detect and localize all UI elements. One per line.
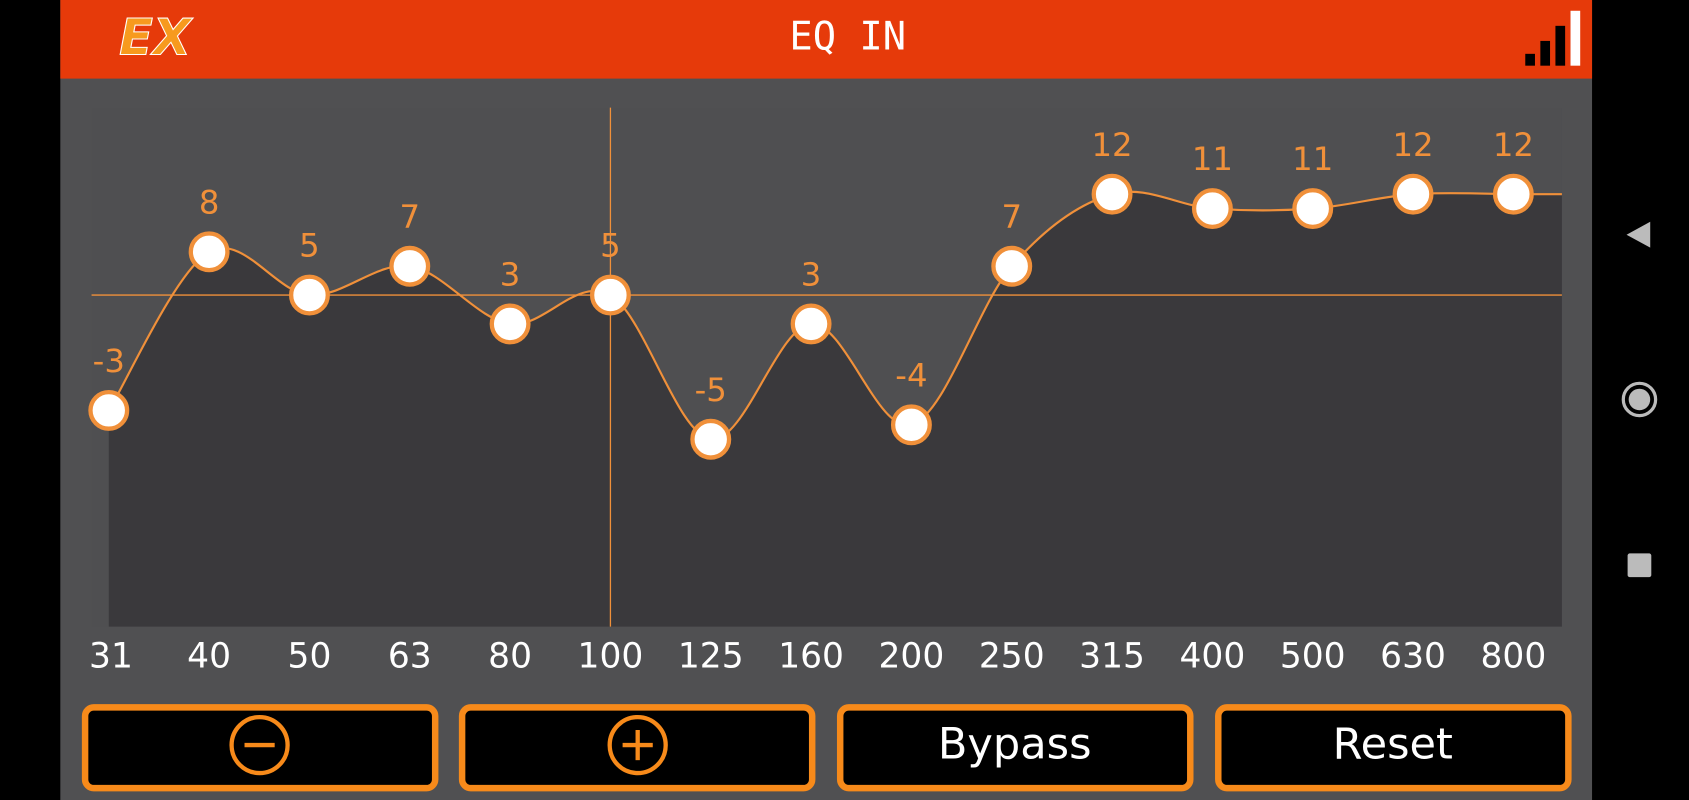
eq-chart[interactable]: -3 31 8 40 5 50 7 63 3 80 5 100 -5 125 3 160 -4 200 7 250 12… bbox=[88, 107, 1562, 677]
value-label: 7 bbox=[399, 198, 420, 236]
curve-area bbox=[108, 191, 1562, 627]
category-label: 315 bbox=[1079, 636, 1145, 676]
value-label: 8 bbox=[199, 183, 220, 221]
category-label: 250 bbox=[979, 636, 1045, 676]
value-label: 3 bbox=[500, 256, 521, 294]
value-label: 3 bbox=[801, 256, 822, 294]
eq-point[interactable] bbox=[489, 303, 531, 345]
category-label: 63 bbox=[388, 636, 432, 676]
nav-back[interactable] bbox=[1626, 221, 1651, 248]
value-label: 12 bbox=[1392, 126, 1433, 164]
logo[interactable]: EX bbox=[119, 8, 195, 67]
signal-icon bbox=[1525, 10, 1581, 66]
minus-button[interactable] bbox=[81, 704, 439, 792]
button-label: Reset bbox=[1333, 720, 1453, 770]
value-label: 12 bbox=[1493, 126, 1534, 164]
category-label: 400 bbox=[1180, 636, 1246, 676]
eq-point[interactable] bbox=[389, 245, 431, 287]
eq-point[interactable] bbox=[1091, 173, 1133, 215]
eq-point[interactable] bbox=[589, 274, 631, 316]
value-label: -4 bbox=[895, 356, 927, 394]
category-label: 125 bbox=[678, 636, 744, 676]
category-label: 80 bbox=[488, 636, 532, 676]
plus-button[interactable] bbox=[458, 704, 816, 792]
category-label: 630 bbox=[1380, 636, 1446, 676]
value-label: -3 bbox=[93, 342, 125, 380]
eq-point[interactable] bbox=[991, 245, 1033, 287]
value-label: 5 bbox=[299, 227, 320, 265]
nav-home[interactable] bbox=[1621, 381, 1658, 418]
category-label: 160 bbox=[778, 636, 844, 676]
category-label: 40 bbox=[187, 636, 231, 676]
eq-point[interactable] bbox=[790, 303, 832, 345]
reset-button[interactable]: Reset bbox=[1215, 704, 1572, 792]
button-label: Bypass bbox=[938, 720, 1092, 770]
category-label: 500 bbox=[1280, 636, 1346, 676]
nav-recents[interactable] bbox=[1627, 553, 1652, 578]
bypass-button[interactable]: Bypass bbox=[836, 704, 1194, 792]
eq-point[interactable] bbox=[88, 389, 130, 431]
category-label: 100 bbox=[578, 636, 644, 676]
eq-point[interactable] bbox=[1492, 173, 1534, 215]
category-label: 31 bbox=[89, 636, 133, 676]
value-label: 12 bbox=[1092, 126, 1133, 164]
category-label: 800 bbox=[1480, 636, 1546, 676]
value-label: 7 bbox=[1001, 198, 1022, 236]
value-label: 11 bbox=[1292, 140, 1333, 178]
value-label: 5 bbox=[600, 227, 621, 265]
eq-point[interactable] bbox=[1292, 188, 1334, 230]
eq-point[interactable] bbox=[690, 418, 732, 460]
value-label: 11 bbox=[1192, 140, 1233, 178]
header-title: EQ IN bbox=[789, 14, 906, 59]
eq-point[interactable] bbox=[288, 274, 330, 316]
value-label: -5 bbox=[695, 371, 727, 409]
category-label: 200 bbox=[879, 636, 945, 676]
eq-point[interactable] bbox=[188, 231, 230, 273]
eq-point[interactable] bbox=[1191, 188, 1233, 230]
eq-point[interactable] bbox=[1392, 173, 1434, 215]
header-bar bbox=[60, 0, 1593, 79]
category-label: 50 bbox=[288, 636, 332, 676]
eq-point[interactable] bbox=[890, 404, 932, 446]
